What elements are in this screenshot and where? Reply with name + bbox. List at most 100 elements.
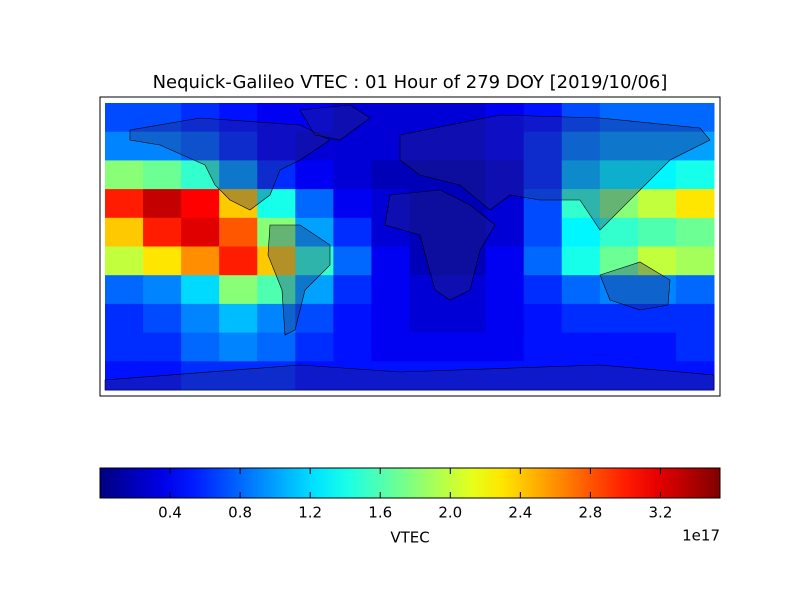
- cell: [181, 103, 220, 133]
- cell: [181, 303, 220, 334]
- antarctica: [104, 364, 715, 391]
- cell: [409, 160, 449, 190]
- cell: [637, 217, 677, 247]
- cell: [447, 217, 487, 247]
- cell: [675, 160, 715, 190]
- cell: [219, 275, 258, 305]
- cell: [333, 160, 372, 190]
- cell: [523, 103, 563, 133]
- north-america: [129, 117, 331, 211]
- cell: [371, 275, 410, 305]
- colorbar-tick-label: 0.8: [228, 504, 252, 522]
- cell: [333, 361, 372, 391]
- cell: [257, 103, 296, 133]
- cell: [485, 361, 525, 391]
- cell: [523, 189, 563, 219]
- cell: [333, 246, 372, 276]
- cell: [333, 131, 372, 161]
- cell: [409, 303, 449, 334]
- cell: [599, 103, 639, 133]
- cell: [333, 189, 372, 219]
- cell: [675, 246, 715, 276]
- cell: [485, 303, 525, 334]
- cell: [523, 217, 563, 247]
- colorbar-tick-label: 2.0: [438, 504, 462, 522]
- cell: [409, 189, 449, 219]
- cell: [105, 217, 144, 247]
- cell: [409, 332, 449, 362]
- cell: [105, 275, 144, 305]
- cell: [295, 303, 334, 334]
- cell: [295, 160, 334, 190]
- cell: [675, 361, 715, 391]
- cell: [523, 361, 563, 391]
- cell: [181, 189, 220, 219]
- cell: [409, 361, 449, 391]
- cell: [257, 275, 296, 305]
- cell: [561, 131, 601, 161]
- cell: [561, 332, 601, 362]
- cell: [143, 217, 182, 247]
- cell: [105, 160, 144, 190]
- cell: [257, 332, 296, 362]
- cell: [447, 361, 487, 391]
- cell: [485, 160, 525, 190]
- australia: [599, 261, 671, 311]
- cell: [181, 275, 220, 305]
- cell: [599, 361, 639, 391]
- cell: [523, 303, 563, 334]
- cell: [485, 246, 525, 276]
- cell: [637, 332, 677, 362]
- cell: [675, 332, 715, 362]
- colorbar: [99, 467, 721, 499]
- cell: [561, 246, 601, 276]
- cell: [637, 361, 677, 391]
- colorbar-tick-label: 0.4: [158, 504, 182, 522]
- cell: [143, 160, 182, 190]
- cell: [523, 131, 563, 161]
- cell: [295, 217, 334, 247]
- cell: [219, 131, 258, 161]
- cell: [257, 217, 296, 247]
- cell: [257, 246, 296, 276]
- cell: [219, 189, 258, 219]
- cell: [409, 103, 449, 133]
- cell: [143, 361, 182, 391]
- cell: [371, 131, 410, 161]
- colorbar-tick-label: 1.6: [368, 504, 392, 522]
- cell: [637, 103, 677, 133]
- cell: [371, 103, 410, 133]
- cell: [105, 303, 144, 334]
- cell: [675, 189, 715, 219]
- cell: [143, 246, 182, 276]
- cell: [637, 160, 677, 190]
- cell: [409, 131, 449, 161]
- cell: [637, 246, 677, 276]
- cell: [523, 160, 563, 190]
- cell: [447, 275, 487, 305]
- cell: [105, 189, 144, 219]
- cell: [105, 332, 144, 362]
- cell: [523, 246, 563, 276]
- map-frame: [99, 96, 721, 397]
- cell: [599, 189, 639, 219]
- cell: [257, 303, 296, 334]
- cell: [371, 217, 410, 247]
- cell: [371, 303, 410, 334]
- cell: [333, 332, 372, 362]
- cell: [143, 303, 182, 334]
- cell: [523, 275, 563, 305]
- cell: [105, 361, 144, 391]
- cell: [599, 303, 639, 334]
- cell: [599, 332, 639, 362]
- cell: [295, 189, 334, 219]
- cell: [599, 131, 639, 161]
- cell: [105, 131, 144, 161]
- cell: [181, 217, 220, 247]
- eurasia: [399, 114, 711, 231]
- cell: [485, 275, 525, 305]
- cell: [599, 160, 639, 190]
- cell: [219, 246, 258, 276]
- cell: [485, 103, 525, 133]
